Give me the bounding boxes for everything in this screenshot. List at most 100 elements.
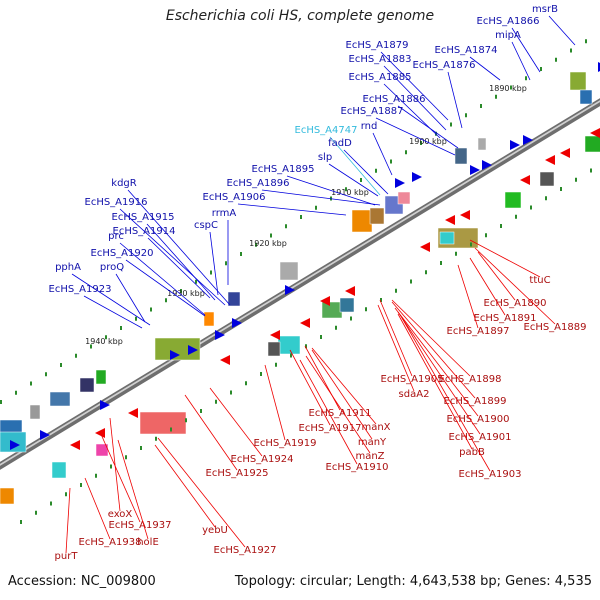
gene-block (351, 209, 373, 233)
gene-label[interactable]: EcHS_A1906 (203, 192, 266, 203)
gene-label[interactable]: manX (361, 422, 390, 433)
reverse-gene-arrow (95, 428, 105, 438)
tick-dot (585, 39, 587, 44)
gene-block (439, 231, 455, 245)
gene-label[interactable]: yebU (202, 525, 228, 536)
gene-label[interactable]: EcHS_A1938 (79, 537, 142, 548)
gene-label[interactable]: EcHS_A1889 (524, 322, 587, 333)
label-leader-line (119, 242, 206, 316)
gene-label[interactable]: EcHS_A1919 (254, 438, 317, 449)
gene-label[interactable]: EcHS_A1927 (214, 545, 277, 556)
gene-label[interactable]: EcHS_A1896 (227, 178, 290, 189)
gene-label[interactable]: EcHS_A1886 (363, 94, 426, 105)
gene-label[interactable]: holE (137, 537, 159, 548)
gene-label[interactable]: kdgR (111, 178, 136, 189)
gene-label[interactable]: EcHS_A1885 (349, 72, 412, 83)
gene-label[interactable]: EcHS_A1914 (113, 226, 176, 237)
forward-gene-arrow (482, 160, 492, 170)
gene-label[interactable]: EcHS_A1890 (484, 298, 547, 309)
tick-dot (80, 483, 82, 487)
gene-label[interactable]: pabB (459, 447, 485, 458)
kbp-tick-label: 1940 kbp (85, 337, 123, 346)
gene-label[interactable]: EcHS_A1898 (439, 374, 502, 385)
gene-label[interactable]: EcHS_A1924 (231, 454, 294, 465)
label-leader-line (375, 117, 456, 156)
label-leader-line (391, 299, 471, 377)
tick-dot (125, 455, 127, 460)
gene-label[interactable]: EcHS_A1899 (444, 396, 507, 407)
gene-label[interactable]: EcHS_A1911 (309, 408, 372, 419)
gene-label[interactable]: EcHS_A1910 (326, 462, 389, 473)
gene-block (203, 311, 215, 327)
gene-label[interactable]: fadD (328, 138, 352, 149)
tick-dot (95, 473, 97, 478)
gene-label[interactable]: rrmA (212, 208, 237, 219)
tick-dot (410, 279, 412, 284)
gene-label[interactable]: cspC (194, 220, 218, 231)
gene-label[interactable]: EcHS_A1866 (477, 16, 540, 27)
gene-label[interactable]: mipA (495, 30, 521, 41)
gene-label[interactable]: proQ (100, 262, 124, 273)
gene-label[interactable]: manY (358, 437, 387, 448)
gene-label[interactable]: purT (55, 551, 79, 562)
tick-dot (230, 390, 232, 395)
label-leader-line (65, 487, 71, 554)
gene-label[interactable]: EcHS_A1925 (206, 468, 269, 479)
gene-label[interactable]: prc (108, 231, 124, 242)
gene-block (95, 369, 107, 385)
gene-label[interactable]: EcHS_A1915 (112, 212, 175, 223)
tick-dot (450, 122, 452, 127)
reverse-gene-arrow (560, 148, 570, 158)
forward-gene-arrow (40, 430, 50, 440)
gene-label[interactable]: EcHS_A1917 (299, 423, 362, 434)
label-leader-line (394, 307, 479, 417)
gene-label[interactable]: EcHS_A1895 (252, 164, 315, 175)
gene-block (569, 71, 587, 91)
gene-block (579, 89, 593, 105)
label-leader-line (469, 257, 506, 316)
kbp-tick-label: 1890 kbp (489, 84, 527, 93)
gene-block (584, 135, 600, 153)
gene-label[interactable]: ttuC (529, 275, 550, 286)
gene-label[interactable]: EcHS_A1923 (49, 284, 112, 295)
map-title: Escherichia coli HS, complete genome (165, 8, 435, 24)
gene-label[interactable]: EcHS_A4747 (295, 125, 358, 136)
gene-label[interactable]: EcHS_A1874 (435, 45, 498, 56)
gene-label[interactable]: EcHS_A1920 (91, 248, 154, 259)
gene-label[interactable]: manZ (355, 451, 384, 462)
label-leader-line (261, 189, 381, 206)
label-leader-line (548, 15, 576, 46)
gene-label[interactable]: exoX (108, 509, 133, 520)
gene-label[interactable]: EcHS_A1937 (109, 520, 172, 531)
gene-label[interactable]: EcHS_A1901 (449, 432, 512, 443)
gene-label[interactable]: EcHS_A1903 (459, 469, 522, 480)
gene-label[interactable]: EcHS_A1897 (447, 326, 510, 337)
gene-label[interactable]: EcHS_A1887 (341, 106, 404, 117)
gene-label[interactable]: rnd (361, 121, 378, 132)
tick-dot (200, 409, 202, 413)
gene-block (49, 391, 71, 407)
gene-label[interactable]: EcHS_A1879 (346, 40, 409, 51)
tick-dot (260, 372, 262, 376)
tick-dot (140, 446, 142, 450)
gene-label[interactable]: EcHS_A1916 (85, 197, 148, 208)
gene-label[interactable]: EcHS_A1905 (381, 374, 444, 385)
gene-label[interactable]: EcHS_A1891 (474, 313, 537, 324)
gene-block (279, 261, 299, 281)
gene-label[interactable]: slp (318, 152, 332, 163)
tick-dot (165, 298, 167, 303)
forward-gene-arrow (170, 350, 180, 360)
label-leader-line (397, 313, 473, 450)
gene-label[interactable]: EcHS_A1876 (413, 60, 476, 71)
label-leader-line (372, 132, 393, 176)
gene-label[interactable]: msrB (532, 4, 558, 15)
tick-dot (470, 242, 472, 247)
tick-dot (555, 57, 557, 62)
tick-dot (65, 492, 67, 497)
gene-label[interactable]: pphA (55, 262, 81, 273)
gene-label[interactable]: EcHS_A1900 (447, 414, 510, 425)
gene-label[interactable]: sdaA2 (399, 389, 430, 400)
gene-label[interactable]: EcHS_A1883 (349, 54, 412, 65)
label-leader-line (469, 239, 541, 278)
